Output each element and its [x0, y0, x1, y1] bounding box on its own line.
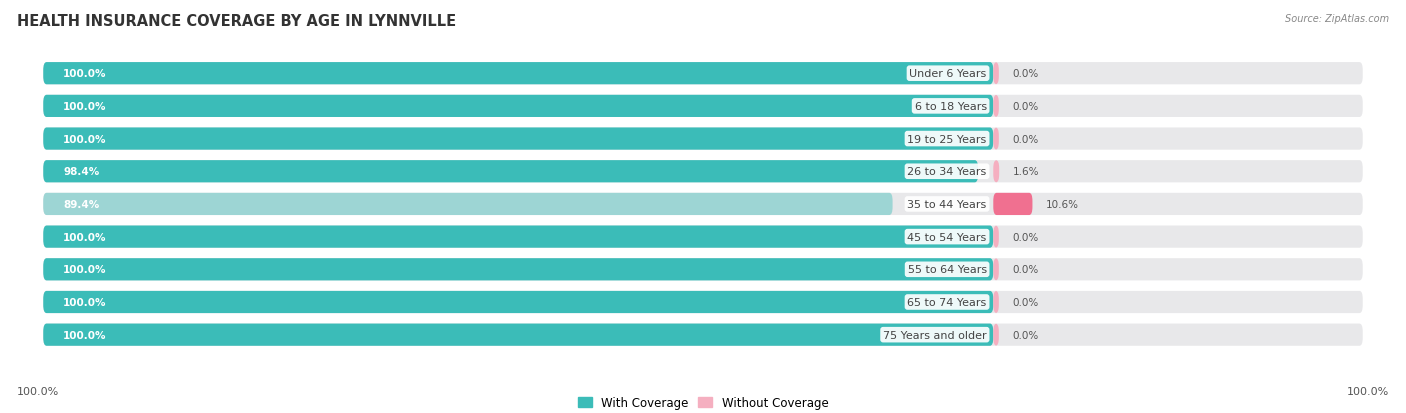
- Text: 89.4%: 89.4%: [63, 199, 100, 209]
- Text: 55 to 64 Years: 55 to 64 Years: [907, 265, 987, 275]
- FancyBboxPatch shape: [44, 95, 1362, 118]
- Text: 35 to 44 Years: 35 to 44 Years: [907, 199, 987, 209]
- Text: 6 to 18 Years: 6 to 18 Years: [914, 102, 987, 112]
- FancyBboxPatch shape: [44, 95, 993, 118]
- FancyBboxPatch shape: [44, 161, 979, 183]
- FancyBboxPatch shape: [993, 161, 1000, 183]
- Text: 100.0%: 100.0%: [63, 232, 107, 242]
- FancyBboxPatch shape: [44, 324, 1362, 346]
- Text: HEALTH INSURANCE COVERAGE BY AGE IN LYNNVILLE: HEALTH INSURANCE COVERAGE BY AGE IN LYNN…: [17, 14, 456, 29]
- FancyBboxPatch shape: [993, 128, 998, 150]
- Text: 0.0%: 0.0%: [1012, 232, 1038, 242]
- FancyBboxPatch shape: [44, 291, 993, 313]
- FancyBboxPatch shape: [993, 324, 998, 346]
- FancyBboxPatch shape: [44, 259, 1362, 281]
- FancyBboxPatch shape: [44, 193, 893, 216]
- FancyBboxPatch shape: [44, 161, 1362, 183]
- FancyBboxPatch shape: [44, 226, 993, 248]
- Text: 26 to 34 Years: 26 to 34 Years: [907, 167, 987, 177]
- Text: 0.0%: 0.0%: [1012, 265, 1038, 275]
- FancyBboxPatch shape: [44, 63, 993, 85]
- FancyBboxPatch shape: [993, 193, 1032, 216]
- Text: 75 Years and older: 75 Years and older: [883, 330, 987, 340]
- Text: 0.0%: 0.0%: [1012, 102, 1038, 112]
- Legend: With Coverage, Without Coverage: With Coverage, Without Coverage: [578, 396, 828, 409]
- FancyBboxPatch shape: [44, 324, 993, 346]
- Text: 100.0%: 100.0%: [63, 69, 107, 79]
- FancyBboxPatch shape: [993, 95, 998, 118]
- FancyBboxPatch shape: [44, 63, 1362, 85]
- Text: 1.6%: 1.6%: [1012, 167, 1039, 177]
- Text: 100.0%: 100.0%: [63, 330, 107, 340]
- Text: 100.0%: 100.0%: [17, 387, 59, 396]
- FancyBboxPatch shape: [44, 128, 1362, 150]
- Text: 100.0%: 100.0%: [1347, 387, 1389, 396]
- Text: 10.6%: 10.6%: [1046, 199, 1078, 209]
- FancyBboxPatch shape: [993, 226, 998, 248]
- Text: 45 to 54 Years: 45 to 54 Years: [907, 232, 987, 242]
- Text: 100.0%: 100.0%: [63, 134, 107, 144]
- Text: 19 to 25 Years: 19 to 25 Years: [907, 134, 987, 144]
- FancyBboxPatch shape: [44, 193, 1362, 216]
- Text: Source: ZipAtlas.com: Source: ZipAtlas.com: [1285, 14, 1389, 24]
- FancyBboxPatch shape: [44, 259, 993, 281]
- Text: Under 6 Years: Under 6 Years: [910, 69, 987, 79]
- Text: 98.4%: 98.4%: [63, 167, 100, 177]
- FancyBboxPatch shape: [993, 63, 998, 85]
- Text: 0.0%: 0.0%: [1012, 134, 1038, 144]
- Text: 100.0%: 100.0%: [63, 265, 107, 275]
- Text: 100.0%: 100.0%: [63, 297, 107, 307]
- FancyBboxPatch shape: [993, 291, 998, 313]
- Text: 65 to 74 Years: 65 to 74 Years: [907, 297, 987, 307]
- Text: 0.0%: 0.0%: [1012, 297, 1038, 307]
- FancyBboxPatch shape: [44, 291, 1362, 313]
- Text: 0.0%: 0.0%: [1012, 330, 1038, 340]
- Text: 100.0%: 100.0%: [63, 102, 107, 112]
- FancyBboxPatch shape: [44, 128, 993, 150]
- Text: 0.0%: 0.0%: [1012, 69, 1038, 79]
- FancyBboxPatch shape: [44, 226, 1362, 248]
- FancyBboxPatch shape: [993, 259, 998, 281]
